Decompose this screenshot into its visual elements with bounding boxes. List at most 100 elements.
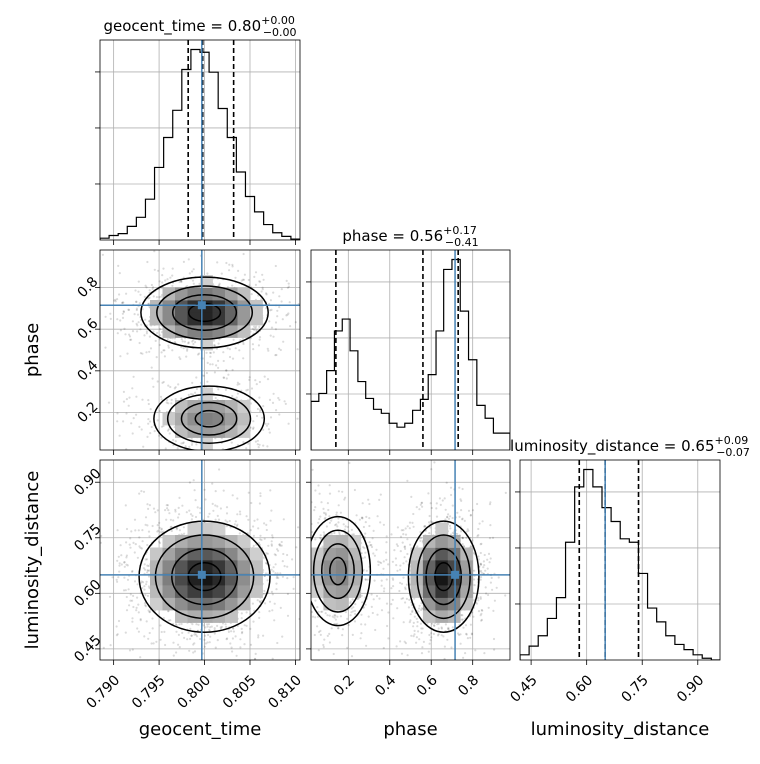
sample-point	[286, 286, 289, 289]
sample-point	[150, 366, 153, 369]
sample-point	[270, 509, 273, 512]
sample-point	[115, 578, 118, 581]
sample-point	[257, 634, 260, 637]
sample-point	[189, 513, 193, 516]
sample-point	[234, 347, 237, 350]
sample-point	[228, 263, 231, 266]
sample-point	[399, 535, 403, 538]
sample-point	[143, 563, 146, 566]
sample-point	[296, 348, 299, 351]
sample-point	[459, 530, 463, 533]
density-cell	[447, 597, 461, 611]
sample-point	[157, 269, 160, 272]
sample-point	[122, 301, 125, 304]
sample-point	[370, 605, 373, 609]
sample-point	[350, 655, 354, 658]
sample-point	[322, 531, 325, 534]
sample-point	[125, 448, 128, 450]
sample-point	[108, 595, 112, 598]
sample-point	[392, 578, 395, 581]
sample-point	[180, 622, 183, 626]
sample-point	[314, 489, 317, 492]
sample-point	[317, 521, 320, 524]
sample-point	[123, 561, 126, 564]
sample-point	[346, 525, 349, 529]
sample-point	[504, 491, 507, 494]
sample-point	[135, 322, 138, 325]
density-cell	[460, 547, 474, 561]
sample-point	[269, 309, 272, 312]
sample-point	[330, 519, 333, 522]
sample-point	[274, 264, 277, 268]
sample-point	[436, 634, 440, 637]
sample-point	[328, 484, 331, 487]
sample-point	[249, 643, 253, 646]
sample-point	[173, 387, 176, 390]
density-cell	[250, 547, 263, 561]
sample-point	[272, 335, 275, 338]
sample-point	[282, 552, 285, 556]
sample-point	[147, 422, 150, 425]
sample-point	[399, 581, 402, 585]
sample-point	[252, 348, 255, 351]
sample-point	[180, 397, 183, 400]
sample-point	[263, 537, 266, 540]
sample-point	[458, 515, 461, 519]
sample-point	[219, 626, 222, 629]
sample-point	[190, 518, 193, 521]
sample-point	[163, 349, 166, 352]
sample-point	[448, 524, 452, 528]
sample-point	[428, 532, 431, 535]
sample-point	[378, 597, 381, 600]
sample-point	[247, 491, 250, 494]
sample-point	[145, 580, 148, 583]
sample-point	[210, 625, 213, 628]
sample-point	[147, 418, 150, 421]
sample-point	[144, 605, 147, 608]
sample-point	[138, 536, 141, 539]
sample-point	[450, 646, 453, 649]
sample-point	[495, 586, 498, 589]
sample-point	[382, 646, 385, 650]
sample-point	[180, 346, 183, 349]
sample-point	[451, 516, 454, 520]
sample-point	[146, 435, 149, 438]
sample-point	[182, 347, 185, 350]
sample-point	[257, 446, 260, 449]
sample-point	[286, 313, 289, 316]
sample-point	[173, 341, 176, 344]
density-cell	[187, 597, 201, 611]
sample-point	[159, 624, 162, 627]
sample-point	[258, 325, 261, 328]
sample-point	[391, 560, 394, 563]
sample-point	[430, 632, 433, 635]
sample-point	[405, 583, 409, 586]
sample-point	[376, 515, 379, 518]
sample-point	[136, 330, 139, 333]
density-cell	[225, 560, 238, 573]
sample-point	[148, 631, 151, 635]
sample-point	[469, 513, 472, 517]
sample-point	[284, 402, 287, 405]
sample-point	[143, 295, 146, 298]
sample-point	[400, 582, 404, 585]
sample-point	[476, 535, 479, 538]
density-cell	[175, 400, 188, 413]
sample-point	[268, 431, 271, 434]
sample-point	[429, 502, 432, 505]
sample-point	[392, 585, 395, 588]
sample-point	[191, 270, 194, 273]
sample-point	[209, 355, 212, 358]
sample-point	[404, 601, 407, 604]
density-cell	[225, 287, 238, 301]
sample-point	[360, 623, 363, 626]
sample-point	[451, 531, 454, 534]
sample-point	[278, 398, 281, 401]
x-tick-label-geocent_time: 0.810	[265, 672, 305, 712]
sample-point	[327, 508, 330, 512]
sample-point	[382, 523, 385, 526]
sample-point	[273, 619, 276, 622]
hist-panel-luminosity_distance: 0.45 0.60 0.75 0.90 luminosity_distance = 0.…	[507, 434, 750, 706]
sample-point	[462, 545, 466, 548]
sample-point	[477, 555, 480, 558]
